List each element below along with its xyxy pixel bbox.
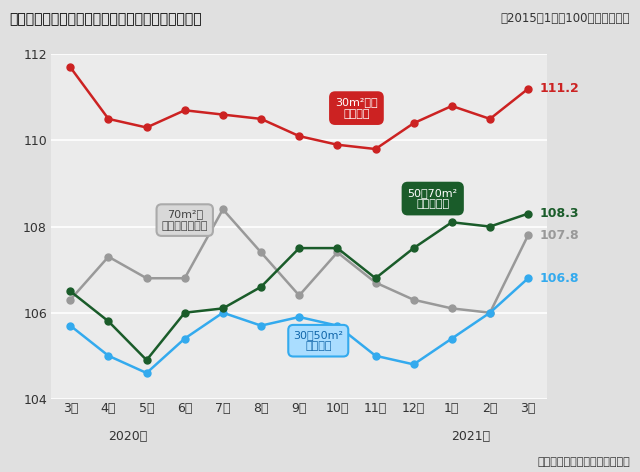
Text: 107.8: 107.8 [540,228,579,242]
Text: 111.2: 111.2 [540,82,579,95]
Text: （2015年1月＝100としたもの）: （2015年1月＝100としたもの） [501,12,630,25]
Text: 70m²超
大型ファミリー: 70m²超 大型ファミリー [161,209,208,231]
Text: 106.8: 106.8 [540,272,579,285]
Text: 出典：（株）アットホーム調べ: 出典：（株）アットホーム調べ [538,457,630,467]
Text: 108.3: 108.3 [540,207,579,220]
Text: 図６：【名古屋市】マンション平均家賃指数の推移: 図６：【名古屋市】マンション平均家賃指数の推移 [10,12,202,26]
Text: 2021年: 2021年 [451,430,490,443]
Text: 30～50m²
カップル: 30～50m² カップル [293,330,343,352]
Text: 50～70m²
ファミリー: 50～70m² ファミリー [408,188,458,210]
Text: 2020年: 2020年 [108,430,147,443]
Text: 30m²以下
シングル: 30m²以下 シングル [335,97,378,119]
